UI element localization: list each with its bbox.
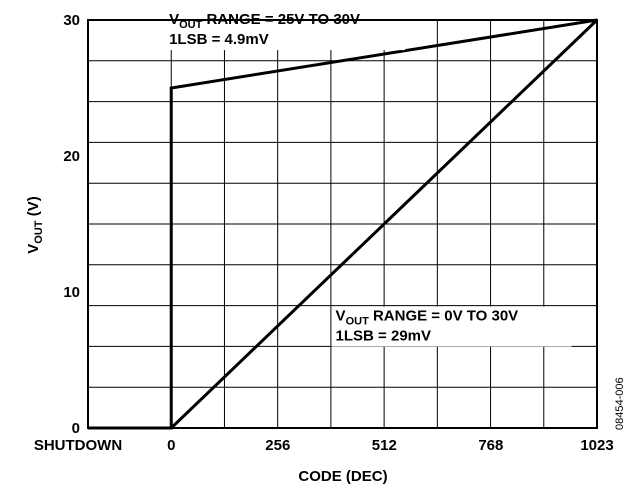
x-tick-labels: SHUTDOWN 0 256 512 768 1023 xyxy=(34,437,614,454)
x-tick-label: 512 xyxy=(372,437,397,454)
y-tick-label: 10 xyxy=(63,284,80,301)
y-axis-title-sub: OUT xyxy=(33,220,45,244)
x-tick-label: SHUTDOWN xyxy=(34,437,122,454)
x-tick-label: 1023 xyxy=(580,437,613,454)
y-tick-label: 30 xyxy=(63,12,80,29)
figure-id: 08454-006 xyxy=(614,377,626,430)
y-axis-title-unit: (V) xyxy=(25,196,42,220)
x-tick-label: 0 xyxy=(167,437,175,454)
x-tick-label: 256 xyxy=(265,437,290,454)
y-axis-title-main: V xyxy=(25,244,42,254)
annotation-lsb-2: 1LSB = 29mV xyxy=(336,328,431,345)
plot-frame xyxy=(87,19,598,429)
annotation-lsb-1: 1LSB = 4.9mV xyxy=(169,31,269,48)
annotation-background xyxy=(331,306,572,347)
y-tick-label: 0 xyxy=(72,420,80,437)
annotation-background xyxy=(165,10,406,51)
grid xyxy=(88,20,598,428)
y-tick-labels: 0 10 20 30 xyxy=(63,12,80,437)
y-tick-label: 20 xyxy=(63,148,80,165)
y-axis-title: VOUT (V) xyxy=(25,196,45,253)
x-tick-label: 768 xyxy=(478,437,503,454)
x-axis-title: CODE (DEC) xyxy=(298,468,387,485)
annotation-range-2: VOUT RANGE = 0V TO 30V xyxy=(336,308,519,328)
